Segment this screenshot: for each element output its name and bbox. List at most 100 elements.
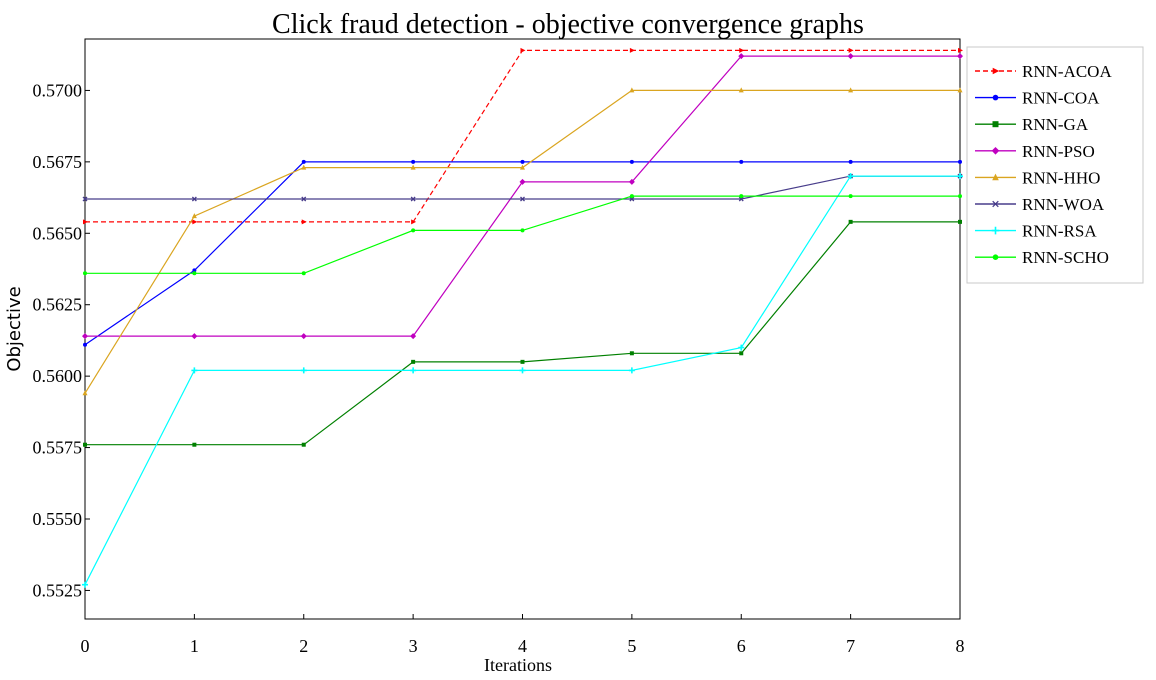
y-tick-label: 0.5625 [33,295,83,315]
data-point [520,228,525,233]
data-point [301,196,307,202]
data-point [300,367,307,374]
legend-marker [992,173,999,181]
legend-marker [991,226,1000,235]
data-point [411,159,416,164]
data-point [411,359,416,364]
data-point [847,173,854,180]
data-point [738,196,744,202]
x-tick-label: 4 [518,636,527,656]
y-tick-label: 0.5575 [33,438,83,458]
data-point [301,271,306,276]
legend-item: RNN-SCHO [975,248,1109,267]
data-point [739,194,744,199]
data-point [301,159,306,164]
data-point [847,53,854,60]
data-point [83,271,87,276]
series-rnn-hho [82,87,963,396]
data-point [301,219,307,225]
data-point [83,219,88,225]
series-layer [82,47,963,588]
data-point [191,196,197,202]
legend-label: RNN-WOA [1022,195,1105,214]
data-point [848,194,853,199]
x-tick-label: 6 [737,636,746,656]
legend: RNN-ACOA RNN-COA RNN-GA RNN-PSO RNN-HHO RNN-W… [966,46,1144,284]
data-point [410,333,417,340]
y-tick-label: 0.5700 [33,80,83,100]
chart-title: Click fraud detection - objective conver… [272,9,864,40]
data-point [519,367,526,374]
legend-item: RNN-RSA [975,222,1097,241]
data-point [629,194,634,199]
data-point [83,442,87,447]
data-point [192,268,197,273]
x-axis: 0 1 2 3 4 5 6 7 8 [81,614,965,656]
data-point [192,271,197,276]
data-point [848,87,854,93]
data-point [520,359,525,364]
data-point [629,47,635,53]
data-point [739,351,744,356]
x-tick-label: 7 [846,636,855,656]
legend-box [966,46,1144,284]
data-point [957,53,963,60]
data-point [629,196,635,202]
data-point [628,178,635,185]
data-point [958,194,962,199]
data-point [519,178,526,185]
legend-label: RNN-PSO [1022,142,1095,161]
y-tick-label: 0.5650 [33,223,83,243]
x-tick-label: 0 [81,636,90,656]
legend-label: RNN-ACOA [1022,62,1112,81]
data-point [300,333,307,340]
data-point [848,219,853,224]
y-axis: 0.5525 0.5550 0.5575 0.5600 0.5625 0.5650 0.56… [33,80,90,600]
data-point [82,581,88,588]
data-point [520,47,526,53]
data-point [958,219,962,224]
data-point [739,159,744,164]
x-tick-label: 8 [956,636,965,656]
series-rnn-coa [83,159,962,347]
data-point [191,367,198,374]
legend-item: RNN-COA [975,89,1100,108]
x-tick-label: 5 [627,636,636,656]
data-point [82,390,88,396]
data-point [191,213,197,219]
data-point [738,344,745,351]
y-tick-label: 0.5600 [33,366,83,386]
legend-marker [992,254,999,260]
y-tick-label: 0.5525 [33,580,83,600]
series-rnn-pso [82,53,963,340]
data-point [848,159,853,164]
legend-marker [992,67,1000,75]
y-axis-label: Objective [4,286,25,371]
data-point [301,164,307,170]
data-point [520,164,525,170]
data-point [410,196,416,202]
legend-marker [992,121,999,128]
data-point [629,159,634,164]
data-point [629,351,634,356]
plot-area [84,38,961,620]
data-point [82,333,88,340]
y-tick-label: 0.5675 [33,152,83,172]
x-axis-label: Iterations [484,655,552,675]
data-point [957,173,963,180]
data-point [410,164,416,170]
legend-marker [992,200,999,208]
data-point [192,219,198,225]
legend-label: RNN-COA [1022,89,1100,108]
legend-label: RNN-SCHO [1022,248,1109,267]
data-point [192,442,197,447]
legend-label: RNN-HHO [1022,168,1100,187]
legend-marker [992,94,999,101]
data-point [82,196,88,202]
data-point [958,47,963,53]
legend-item: RNN-GA [975,115,1089,134]
data-point [848,47,854,53]
y-tick-label: 0.5550 [33,509,83,529]
data-point [191,333,198,340]
